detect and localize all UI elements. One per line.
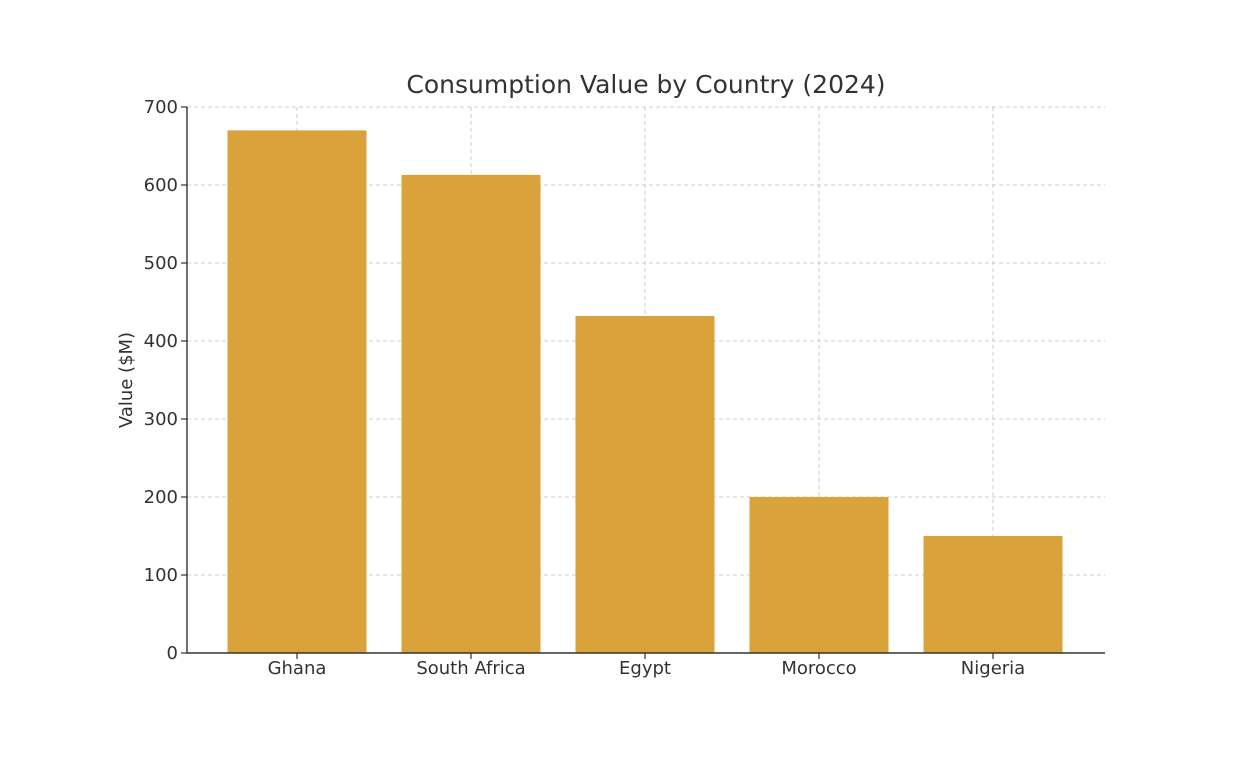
x-tick-label: South Africa xyxy=(416,658,525,679)
chart-title: Consumption Value by Country (2024) xyxy=(406,70,885,99)
x-tick-label: Morocco xyxy=(781,658,856,679)
bar-south-africa xyxy=(401,174,541,654)
x-tick-label: Ghana xyxy=(268,658,327,679)
bar-egypt xyxy=(575,316,715,653)
y-axis-ticks: 0 100 200 300 400 500 600 700 xyxy=(144,97,187,664)
bars xyxy=(227,130,1063,654)
x-tick-label: Nigeria xyxy=(961,658,1025,679)
y-tick-label: 0 xyxy=(167,643,178,664)
axes xyxy=(186,107,1105,654)
x-tick-label: Egypt xyxy=(619,658,671,679)
bar-morocco xyxy=(749,497,889,653)
y-tick-label: 700 xyxy=(144,97,178,118)
y-tick-label: 300 xyxy=(144,409,178,430)
y-tick-label: 200 xyxy=(144,487,178,508)
bar-ghana xyxy=(227,130,367,653)
y-tick-label: 100 xyxy=(144,565,178,586)
y-tick-label: 600 xyxy=(144,175,178,196)
x-axis-ticks: Ghana South Africa Egypt Morocco Nigeria xyxy=(268,653,1025,679)
y-tick-label: 500 xyxy=(144,253,178,274)
bar-nigeria xyxy=(923,536,1063,653)
y-tick-label: 400 xyxy=(144,331,178,352)
y-axis-title: Value ($M) xyxy=(116,332,137,428)
